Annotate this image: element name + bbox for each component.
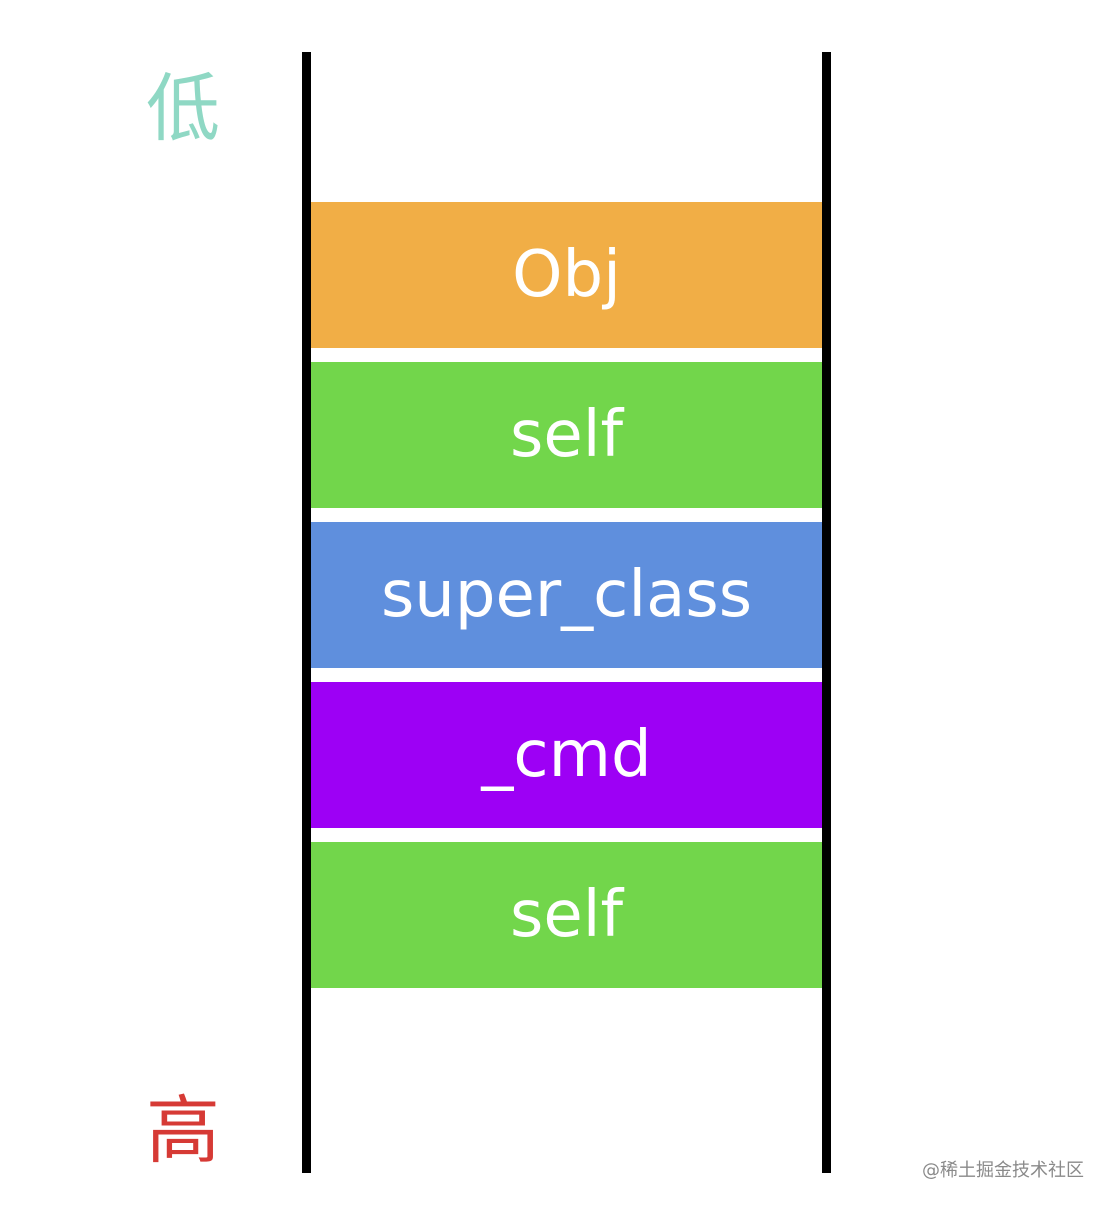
- stack-cell-obj: Obj: [311, 202, 822, 348]
- stack-right-wall: [822, 52, 831, 1173]
- stack-frame: Obj self super_class _cmd self: [311, 202, 822, 988]
- stack-cell-cmd: _cmd: [311, 682, 822, 828]
- stack-cell-self: self: [311, 362, 822, 508]
- high-address-label: 高: [146, 1088, 220, 1174]
- stack-cell-super-class: super_class: [311, 522, 822, 668]
- watermark: @稀土掘金技术社区: [922, 1160, 1084, 1181]
- stack-cell-self-bottom: self: [311, 842, 822, 988]
- low-address-label: 低: [146, 66, 220, 152]
- stack-left-wall: [302, 52, 311, 1173]
